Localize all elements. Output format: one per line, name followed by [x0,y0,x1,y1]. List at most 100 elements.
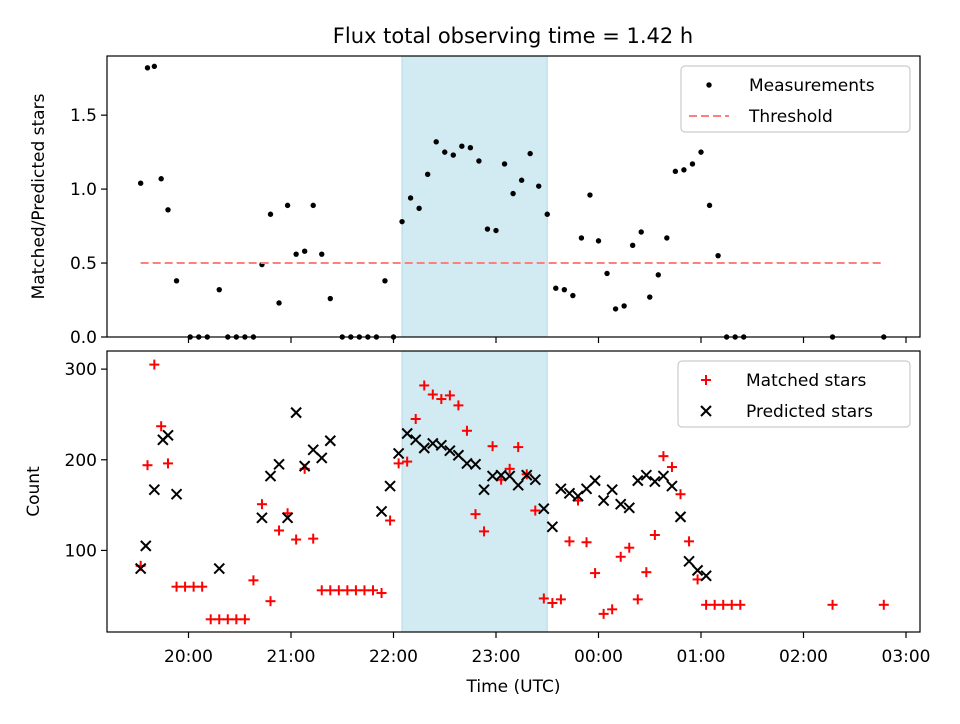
matched-star-point-8 [197,581,208,592]
matched-star-point-70 [726,599,737,610]
legend-box [680,65,911,133]
measurement-point-43 [510,190,516,197]
measurement-point-63 [681,167,687,173]
measurement-point-38 [467,144,474,151]
matched-star-point-42 [487,441,498,452]
x-tick-label: 22:00 [369,647,418,667]
measurement-point-20 [310,202,316,209]
legend-label: Measurements [749,76,875,96]
predicted-star-point-47 [640,469,653,481]
measurement-point-54 [604,270,610,277]
matched-star-point-19 [291,534,302,545]
y-tick-label: 1.5 [70,106,97,126]
x-tick-label: 23:00 [472,647,521,667]
matched-star-point-50 [555,594,566,605]
matched-star-point-58 [624,542,635,553]
matched-star-point-32 [402,456,413,467]
matched-star-point-71 [735,599,746,610]
measurement-point-42 [501,161,508,167]
predicted-star-point-19 [401,427,413,440]
y-tick-label: 0.0 [70,328,97,348]
predicted-star-point-22 [427,437,439,450]
predicted-star-point-27 [469,458,482,471]
predicted-star-point-17 [384,480,396,492]
y-tick-label: 300 [65,360,97,380]
predicted-star-point-31 [503,470,516,482]
measurement-point-19 [301,248,308,254]
predicted-star-point-42 [597,494,610,507]
bottom-panel: 100 200 300 20:00 21:00 22:00 23:00 00:00 01:00 0… [24,350,931,697]
predicted-star-point-53 [691,564,704,577]
predicted-star-point-28 [478,483,490,496]
axes-frame [106,55,921,338]
predicted-star-point-46 [632,474,644,487]
matched-star-point-39 [461,425,472,436]
matched-star-point-22 [316,585,327,596]
legend-label: Threshold [748,107,833,127]
measurement-point-52 [587,192,593,198]
matched-star-point-35 [427,389,438,400]
measurement-point-28 [382,278,388,284]
matched-star-point-47 [530,505,541,516]
matched-star-point-29 [376,588,387,599]
top-panel: 0.0 0.5 1.0 1.5 Matched/Predicted stars Measu… [29,55,921,348]
legend: Matched stars Predicted stars [677,360,911,428]
predicted-star-point-18 [392,447,405,460]
measurement-point-51 [578,235,585,241]
predicted-star-point-49 [657,470,670,482]
predicted-star-point-2 [148,483,161,496]
matched-star-point-28 [368,585,378,596]
highlight-band [401,350,548,633]
matched-star-point-61 [649,530,660,541]
predicted-star-point-51 [674,511,687,523]
measurement-point-60 [655,272,661,278]
y-tick-label: 0.5 [70,254,97,274]
measurement-point-31 [407,195,414,201]
measurement-point-49 [561,286,568,293]
x-axis-label: Time (UTC) [466,677,561,697]
predicted-star-point-12 [298,460,311,472]
matched-star-point-56 [607,604,618,615]
matched-star-point-25 [342,585,353,596]
matched-star-point-60 [641,567,652,578]
predicted-star-point-15 [324,435,336,447]
matched-star-point-40 [470,509,481,520]
measurement-point-55 [612,306,619,312]
measurement-point-50 [570,292,576,299]
measurement-point-3 [158,176,164,182]
measurement-point-44 [518,177,525,183]
predicted-star-point-48 [649,475,661,488]
measurement-point-58 [638,229,644,235]
matched-star-point-49 [547,597,558,608]
measurement-point-57 [629,242,636,249]
matched-star-point-16 [265,596,276,607]
matched-star-point-45 [513,442,524,453]
matched-star-point-62 [658,451,669,462]
matched-star-point-1 [142,460,153,471]
matched-star-point-10 [214,614,225,625]
measurement-point-47 [544,211,550,217]
measurement-point-5 [173,278,180,284]
measurement-point-46 [536,183,542,189]
x-tick-label: 02:00 [779,647,828,667]
y-axis-label: Matched/Predicted stars [29,93,49,299]
predicted-star-point-9 [273,458,285,471]
measurement-point-9 [216,286,222,293]
matched-star-point-65 [684,536,695,547]
predicted-star-point-36 [546,521,559,533]
measurement-point-16 [276,300,282,306]
matched-star-point-33 [410,413,421,424]
x-tick-label: 21:00 [267,647,316,667]
matched-star-point-64 [675,489,686,500]
predicted-star-point-38 [563,487,576,500]
matched-star-point-73 [878,599,889,610]
measurement-point-30 [399,218,405,225]
predicted-star-point-40 [580,483,593,495]
measurement-point-15 [267,211,274,217]
predicted-star-point-32 [512,479,524,491]
matched-star-point-27 [359,585,370,596]
measurement-point-45 [527,150,533,157]
predicted-star-point-25 [452,449,465,461]
measurement-point-2 [151,63,158,70]
